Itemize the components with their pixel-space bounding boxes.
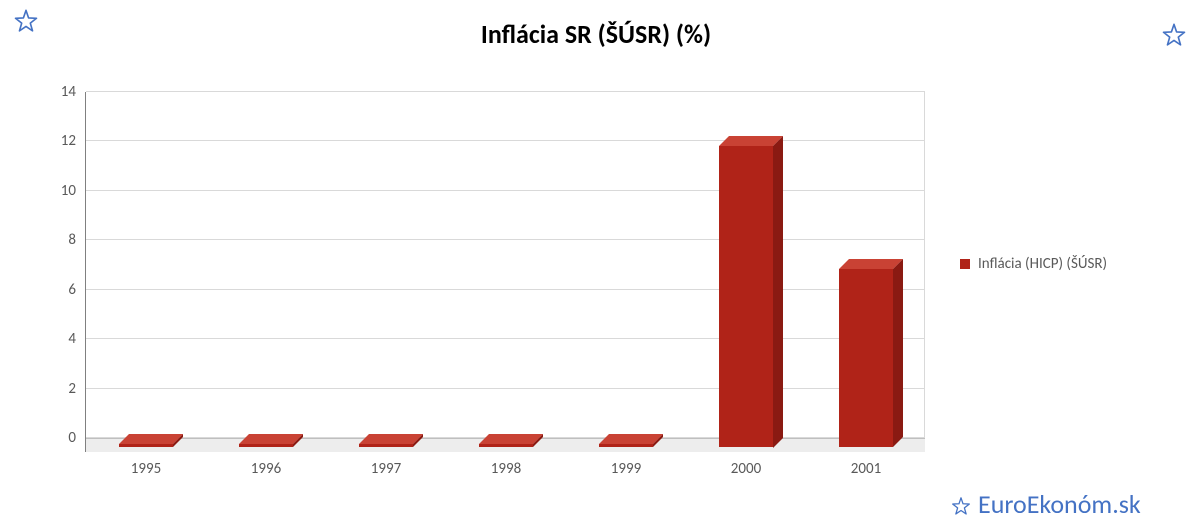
- y-tick-label: 6: [68, 281, 76, 299]
- bar: [479, 444, 533, 447]
- bar: [839, 269, 893, 447]
- bar: [599, 444, 653, 447]
- x-tick-label: 1995: [131, 460, 161, 478]
- y-tick-label: 0: [68, 429, 76, 447]
- legend: Inflácia (HICP) (ŠÚSR): [960, 255, 1107, 273]
- gridline: [86, 338, 925, 339]
- y-tick-label: 14: [61, 83, 76, 101]
- x-tick-label: 2000: [731, 460, 761, 478]
- y-tick-label: 4: [68, 330, 76, 348]
- y-tick-label: 2: [68, 380, 76, 398]
- y-tick-label: 12: [61, 132, 76, 150]
- x-tick-label: 1996: [251, 460, 281, 478]
- plot-area: 024681012141995199619971998199920002001: [85, 92, 925, 452]
- gridline: [86, 388, 925, 389]
- x-tick-label: 1997: [371, 460, 401, 478]
- gridline: [86, 140, 925, 141]
- legend-swatch: [960, 259, 970, 269]
- bar: [359, 444, 413, 447]
- watermark: EuroEkonóm.sk: [950, 488, 1141, 520]
- gridline: [86, 239, 925, 240]
- x-tick-label: 2001: [851, 460, 881, 478]
- gridline: [86, 91, 925, 92]
- y-tick-label: 10: [61, 182, 76, 200]
- y-tick-label: 8: [68, 231, 76, 249]
- legend-label: Inflácia (HICP) (ŠÚSR): [978, 255, 1107, 273]
- gridline: [86, 190, 925, 191]
- bar: [719, 146, 773, 448]
- x-tick-label: 1998: [491, 460, 521, 478]
- x-tick-label: 1999: [611, 460, 641, 478]
- gridline: [86, 289, 925, 290]
- bar: [119, 444, 173, 447]
- watermark-text: EuroEkonóm.sk: [978, 488, 1141, 520]
- bar: [239, 444, 293, 447]
- star-icon: [950, 493, 972, 515]
